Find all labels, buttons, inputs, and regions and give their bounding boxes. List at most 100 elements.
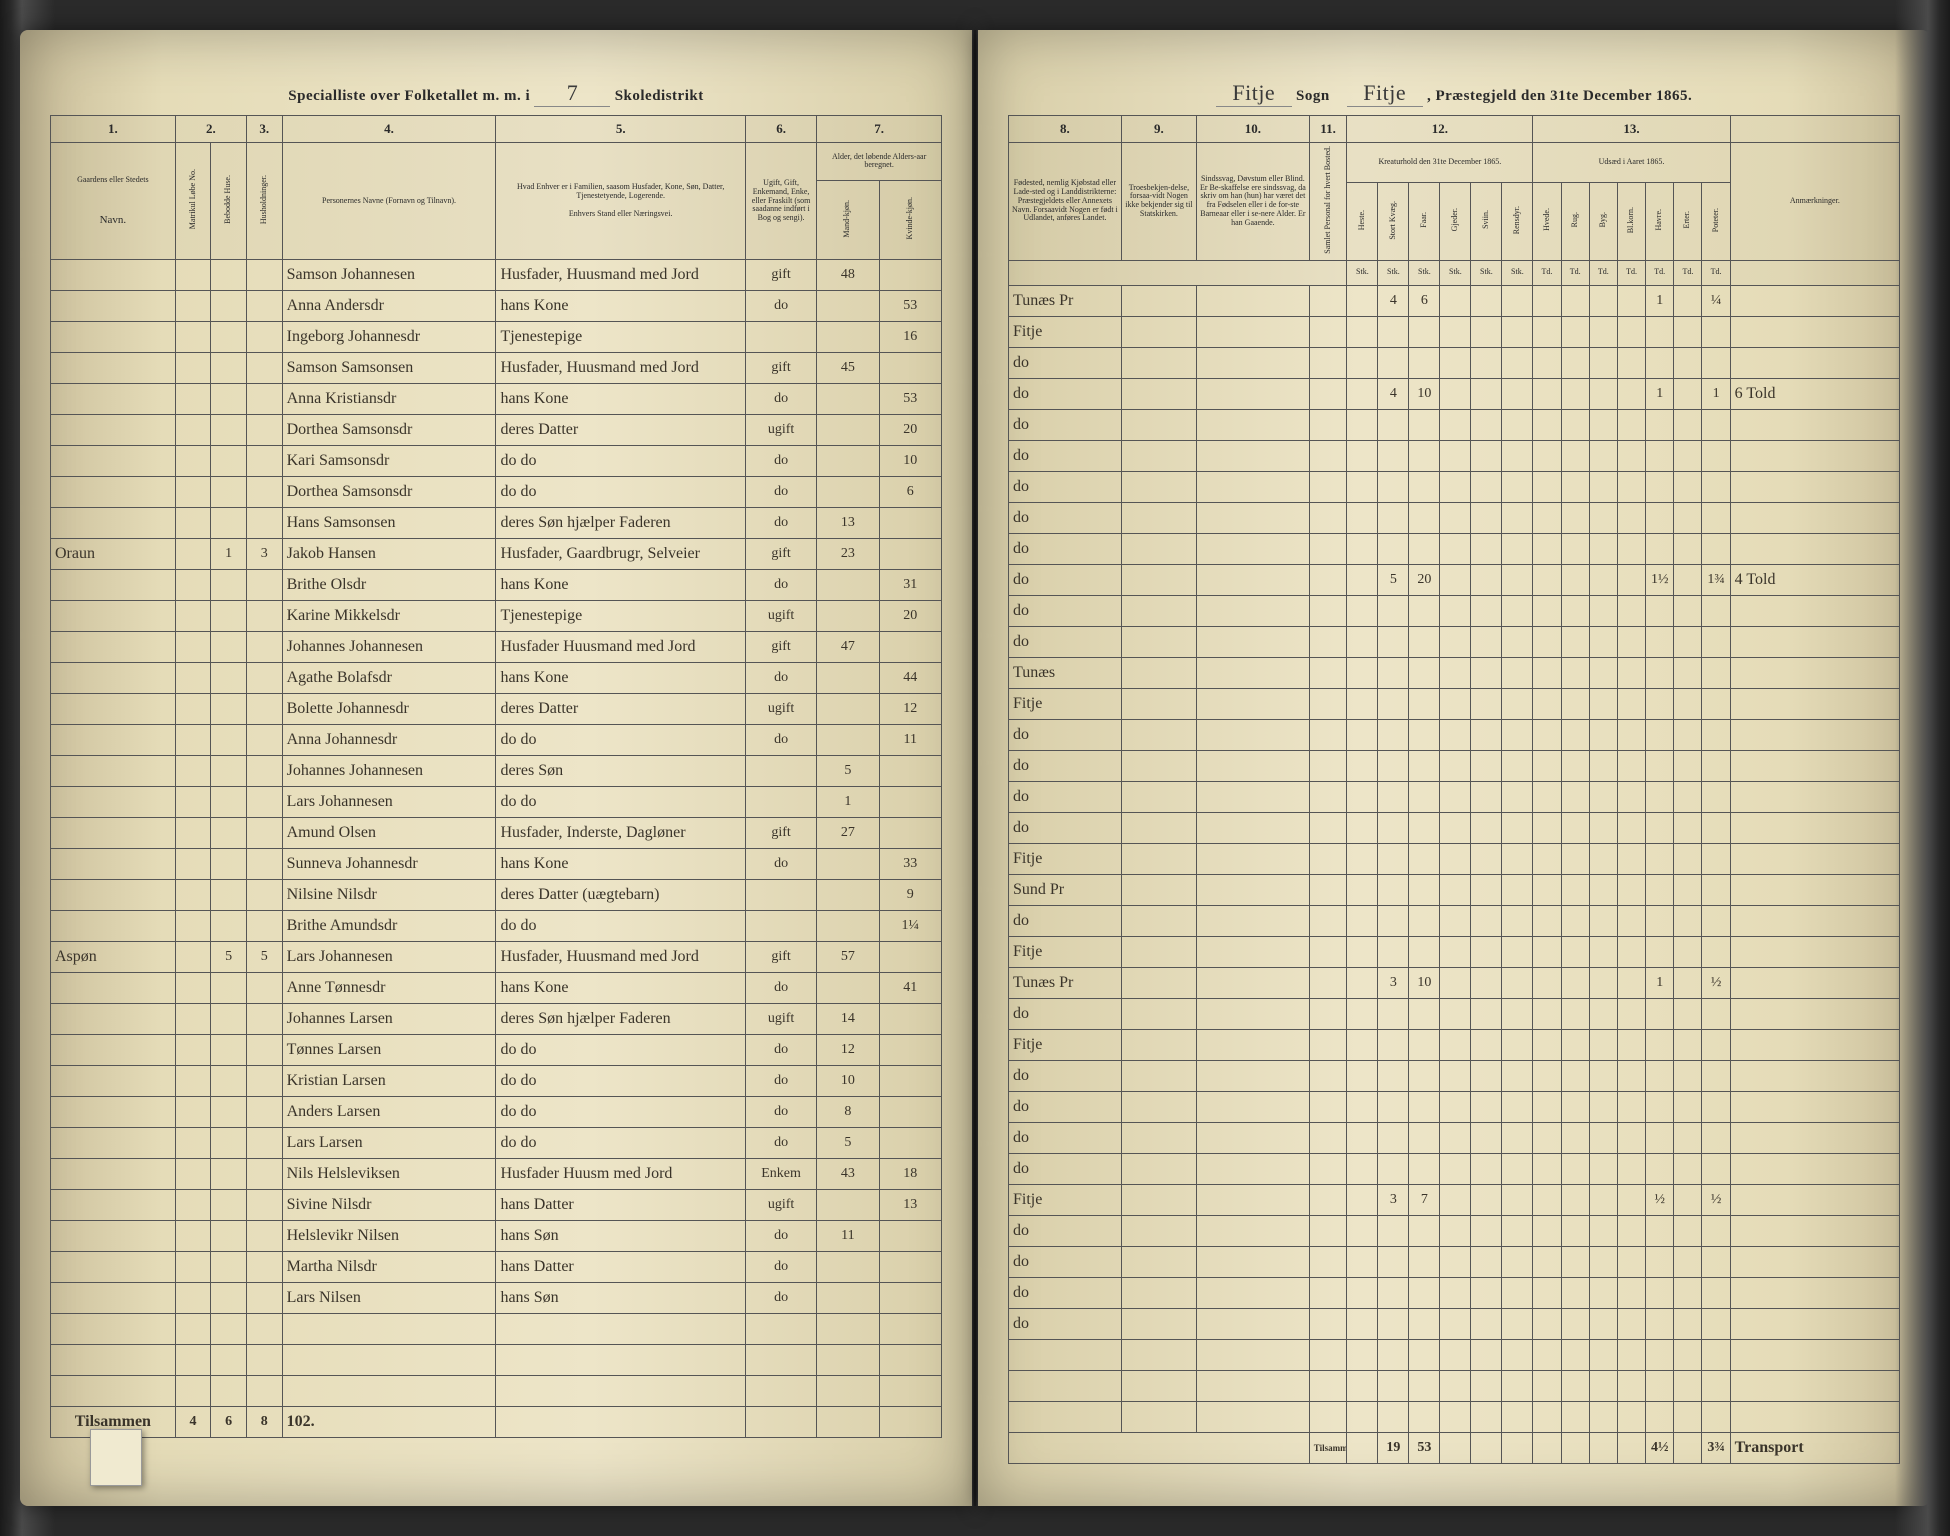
table-row: Kristian Larsendo dodo10: [51, 1066, 942, 1097]
cell-k12: [1471, 1277, 1502, 1308]
cell-gaard: [51, 353, 176, 384]
cell-k12: [1502, 316, 1533, 347]
cell-sinds: [1196, 781, 1309, 812]
col-6: 6.: [745, 116, 816, 143]
h13c: Byg.: [1589, 183, 1617, 261]
cell-k13: [1674, 1308, 1702, 1339]
cell-sinds: [1196, 595, 1309, 626]
cell-stand: deres Søn: [496, 756, 745, 787]
cell-tro: [1121, 967, 1196, 998]
cell-tro: [1121, 998, 1196, 1029]
h12c: Faar.: [1409, 183, 1440, 261]
h12b: Stort Kvæg.: [1378, 183, 1409, 261]
cell-k13: [1561, 1091, 1589, 1122]
cell-tro: [1121, 471, 1196, 502]
cell-navn: Karine Mikkelsdr: [282, 601, 496, 632]
cell-k13: [1617, 1060, 1645, 1091]
cell-k13: ½: [1702, 967, 1730, 998]
cell-k13: [1589, 316, 1617, 347]
cell-k12: [1440, 1153, 1471, 1184]
cell-k13: [1589, 812, 1617, 843]
cell-mn: [175, 911, 211, 942]
cell-gift: do: [745, 663, 816, 694]
cell-k13: [1533, 595, 1561, 626]
cell-k13: [1674, 1277, 1702, 1308]
cell-k13: [1702, 1029, 1730, 1060]
cell-k13: [1674, 905, 1702, 936]
table-row: Kari Samsonsdrdo dodo10: [51, 446, 942, 477]
cell-k13: [1674, 440, 1702, 471]
cell-mand: 45: [817, 353, 879, 384]
cell-k12: [1471, 998, 1502, 1029]
cell-navn: Brithe Amundsdr: [282, 911, 496, 942]
table-row: Dorthea Samsonsdrdo dodo6: [51, 477, 942, 508]
cell-bh: [211, 1190, 247, 1221]
cell-k13: [1646, 316, 1674, 347]
cell-mn: [175, 663, 211, 694]
cell-fsted: do: [1009, 781, 1122, 812]
table-row: Brithe Olsdrhans Konedo31: [51, 570, 942, 601]
cell-k12: [1440, 967, 1471, 998]
cell-samlet: [1309, 409, 1347, 440]
cell-k13: ½: [1646, 1184, 1674, 1215]
cell-fsted: do: [1009, 409, 1122, 440]
cell-mand: [817, 880, 879, 911]
cell-anm: 6 Told: [1730, 378, 1899, 409]
cell-bh: [211, 508, 247, 539]
cell-bh: [211, 725, 247, 756]
cell-samlet: [1309, 1029, 1347, 1060]
cell-bh: [211, 694, 247, 725]
cell-navn: Samson Samsonsen: [282, 353, 496, 384]
cell-k13: [1702, 905, 1730, 936]
cell-samlet: [1309, 533, 1347, 564]
cell-k13: [1533, 1277, 1561, 1308]
cell-k13: [1617, 626, 1645, 657]
cell-k12: [1378, 316, 1409, 347]
cell-k13: [1646, 812, 1674, 843]
cell-k12: [1347, 1060, 1378, 1091]
cell-mand: [817, 477, 879, 508]
cell-gift: do: [745, 291, 816, 322]
cell-k12: [1347, 967, 1378, 998]
table-row-blank: [1009, 1339, 1900, 1370]
cell-gift: [745, 756, 816, 787]
cell-k13: [1674, 1091, 1702, 1122]
cell-k13: [1561, 967, 1589, 998]
cell-k12: [1440, 750, 1471, 781]
cell-k13: [1617, 812, 1645, 843]
cell-kvinde: 10: [879, 446, 941, 477]
cell-k12: [1471, 595, 1502, 626]
cell-k13: [1533, 967, 1561, 998]
cell-k12: [1409, 874, 1440, 905]
cell-k12: [1440, 626, 1471, 657]
cell-k13: [1533, 1184, 1561, 1215]
cell-samlet: [1309, 1184, 1347, 1215]
cell-mn: [175, 694, 211, 725]
cell-kvinde: 44: [879, 663, 941, 694]
cell-k12: [1347, 378, 1378, 409]
cell-mand: 27: [817, 818, 879, 849]
cell-k13: [1589, 440, 1617, 471]
cell-hh: [246, 694, 282, 725]
cell-k13: [1674, 1246, 1702, 1277]
cell-gift: do: [745, 1097, 816, 1128]
cell-mand: 11: [817, 1221, 879, 1252]
cell-navn: Dorthea Samsonsdr: [282, 415, 496, 446]
table-row: do410116 Told: [1009, 378, 1900, 409]
table-row: Fitje: [1009, 688, 1900, 719]
cell-k12: [1378, 781, 1409, 812]
cell-k13: [1533, 378, 1561, 409]
cell-fsted: do: [1009, 626, 1122, 657]
cell-gaard: [51, 1066, 176, 1097]
cell-k13: [1646, 1060, 1674, 1091]
table-row: Lars Nilsenhans Søndo: [51, 1283, 942, 1314]
cell-mn: [175, 1066, 211, 1097]
cell-k13: [1561, 378, 1589, 409]
cell-sinds: [1196, 316, 1309, 347]
cell-gaard: Oraun: [51, 539, 176, 570]
cell-samlet: [1309, 936, 1347, 967]
cell-mn: [175, 1035, 211, 1066]
cell-anm: 4 Told: [1730, 564, 1899, 595]
cell-gaard: [51, 415, 176, 446]
table-row: do: [1009, 1308, 1900, 1339]
